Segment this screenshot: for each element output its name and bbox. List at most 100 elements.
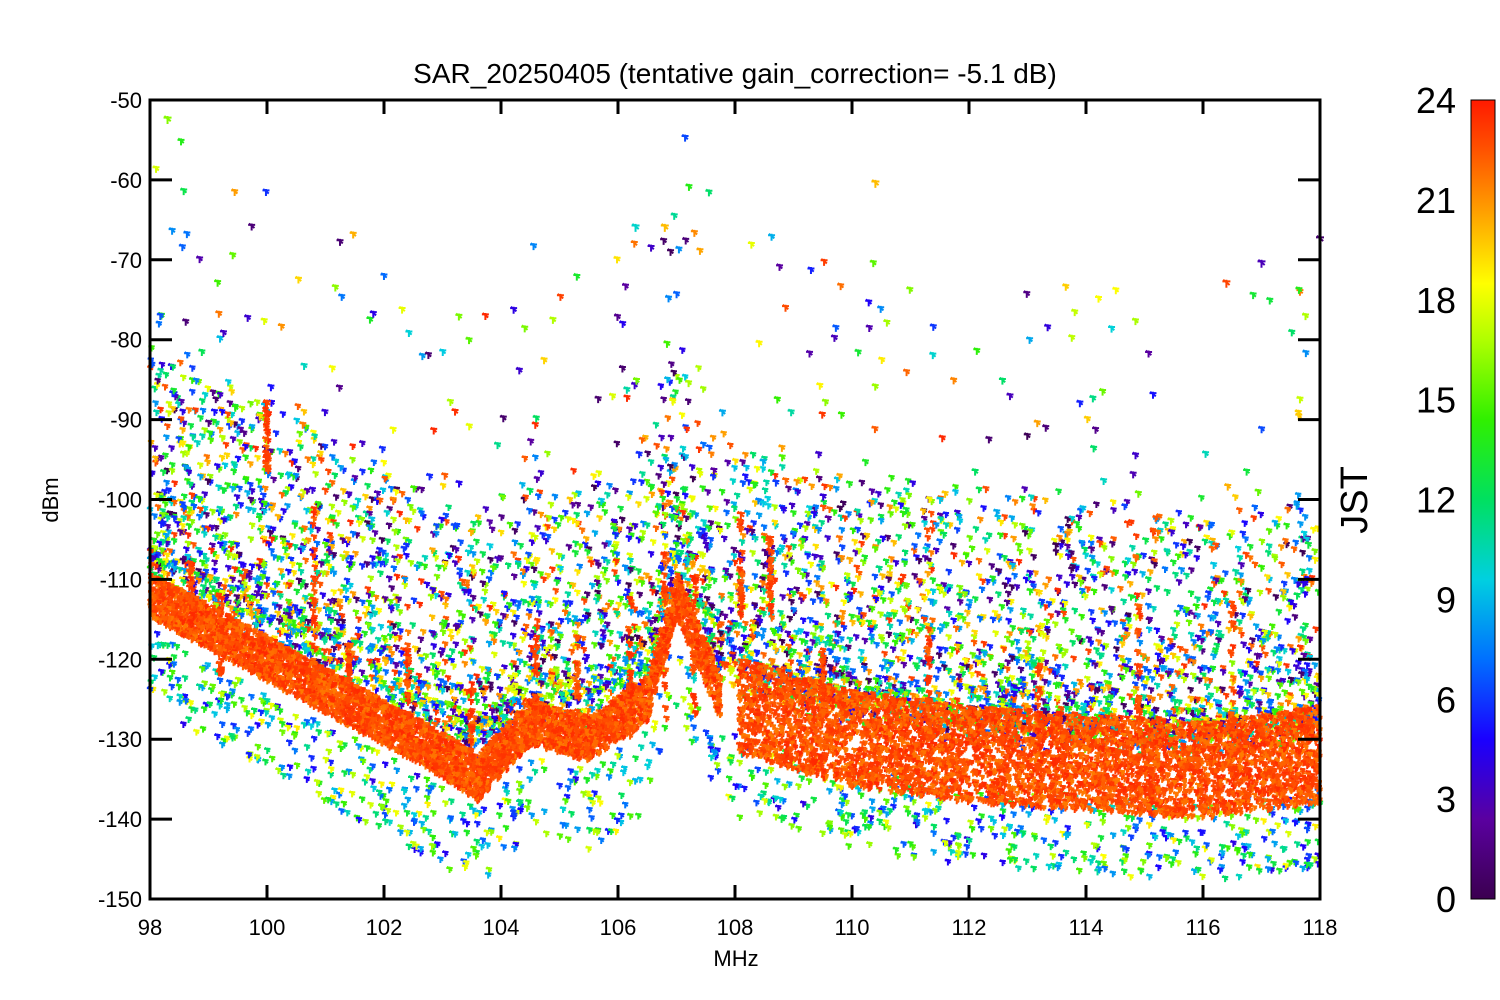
data-point (353, 595, 360, 604)
data-point (731, 558, 739, 567)
data-point (584, 548, 591, 556)
data-point (724, 459, 731, 467)
data-point (490, 600, 497, 609)
data-point (1010, 535, 1017, 543)
data-point (429, 651, 436, 659)
data-point (727, 595, 734, 603)
data-point (291, 521, 299, 529)
data-point (630, 477, 637, 486)
data-point (595, 688, 602, 697)
data-point (510, 632, 517, 640)
data-point (627, 608, 635, 616)
data-point (1175, 509, 1182, 517)
data-point (840, 624, 848, 632)
data-point (387, 632, 394, 641)
data-point (890, 539, 898, 547)
data-point (1130, 560, 1137, 569)
data-point (247, 400, 254, 408)
data-point (743, 464, 750, 472)
data-point (1075, 513, 1083, 522)
data-point (1113, 645, 1120, 653)
data-point (695, 445, 703, 454)
data-point (1133, 613, 1140, 621)
data-point (965, 559, 973, 568)
data-point (1075, 525, 1083, 533)
data-point (486, 518, 493, 526)
data-point (236, 438, 243, 446)
data-point (1258, 537, 1266, 546)
data-point (363, 679, 370, 687)
data-point (947, 651, 954, 659)
data-point (539, 531, 546, 539)
data-point (364, 482, 371, 490)
data-point (1062, 663, 1069, 671)
data-point (157, 454, 165, 462)
data-point (150, 537, 158, 545)
data-point (548, 547, 556, 555)
data-point (543, 681, 550, 689)
data-point (1004, 658, 1011, 666)
data-point (1194, 595, 1201, 603)
data-point (1052, 653, 1059, 661)
data-point (760, 627, 767, 635)
data-point (978, 585, 986, 594)
data-point (1069, 639, 1076, 647)
data-point (652, 421, 660, 429)
data-point (812, 624, 819, 632)
data-point (252, 445, 259, 453)
data-point (1100, 685, 1107, 694)
data-point (1194, 544, 1201, 553)
data-point (445, 551, 453, 560)
data-point (587, 503, 594, 511)
data-point (964, 609, 971, 617)
data-point (359, 439, 366, 447)
data-point (1062, 647, 1069, 655)
data-point (396, 510, 403, 518)
data-point (369, 603, 376, 611)
data-point (521, 454, 528, 463)
data-point (808, 482, 815, 490)
data-point (370, 458, 378, 467)
data-point (984, 547, 991, 555)
data-point (152, 399, 159, 407)
data-point (457, 650, 465, 658)
data-point (297, 568, 305, 576)
data-point (564, 515, 572, 523)
data-point (407, 559, 415, 567)
data-point (537, 570, 544, 578)
data-point (254, 454, 261, 462)
data-point (1271, 630, 1279, 639)
data-point (924, 570, 931, 578)
data-point (1122, 573, 1129, 581)
data-point (374, 636, 382, 644)
data-point (177, 359, 184, 367)
data-point (1193, 554, 1200, 562)
data-point (1180, 662, 1188, 670)
data-point (703, 595, 711, 603)
data-point (750, 519, 757, 527)
data-point (392, 488, 400, 496)
data-point (151, 444, 159, 452)
data-point (1232, 493, 1239, 501)
data-point (1280, 594, 1287, 602)
data-point (304, 455, 311, 463)
data-point (418, 577, 425, 585)
data-point (786, 615, 793, 623)
data-point (380, 459, 388, 467)
data-point (209, 388, 217, 396)
data-point (349, 590, 357, 598)
data-point (875, 490, 882, 498)
data-point (1136, 639, 1144, 647)
data-point (233, 511, 240, 519)
data-point (293, 587, 300, 596)
data-point (221, 461, 229, 470)
data-point (1286, 679, 1294, 687)
data-point (1259, 687, 1266, 696)
data-point (477, 610, 484, 618)
data-point (519, 635, 526, 643)
data-point (1127, 593, 1135, 601)
data-point (1140, 551, 1147, 560)
data-point (1241, 708, 1248, 716)
data-point (1236, 506, 1243, 514)
data-point (300, 408, 308, 416)
